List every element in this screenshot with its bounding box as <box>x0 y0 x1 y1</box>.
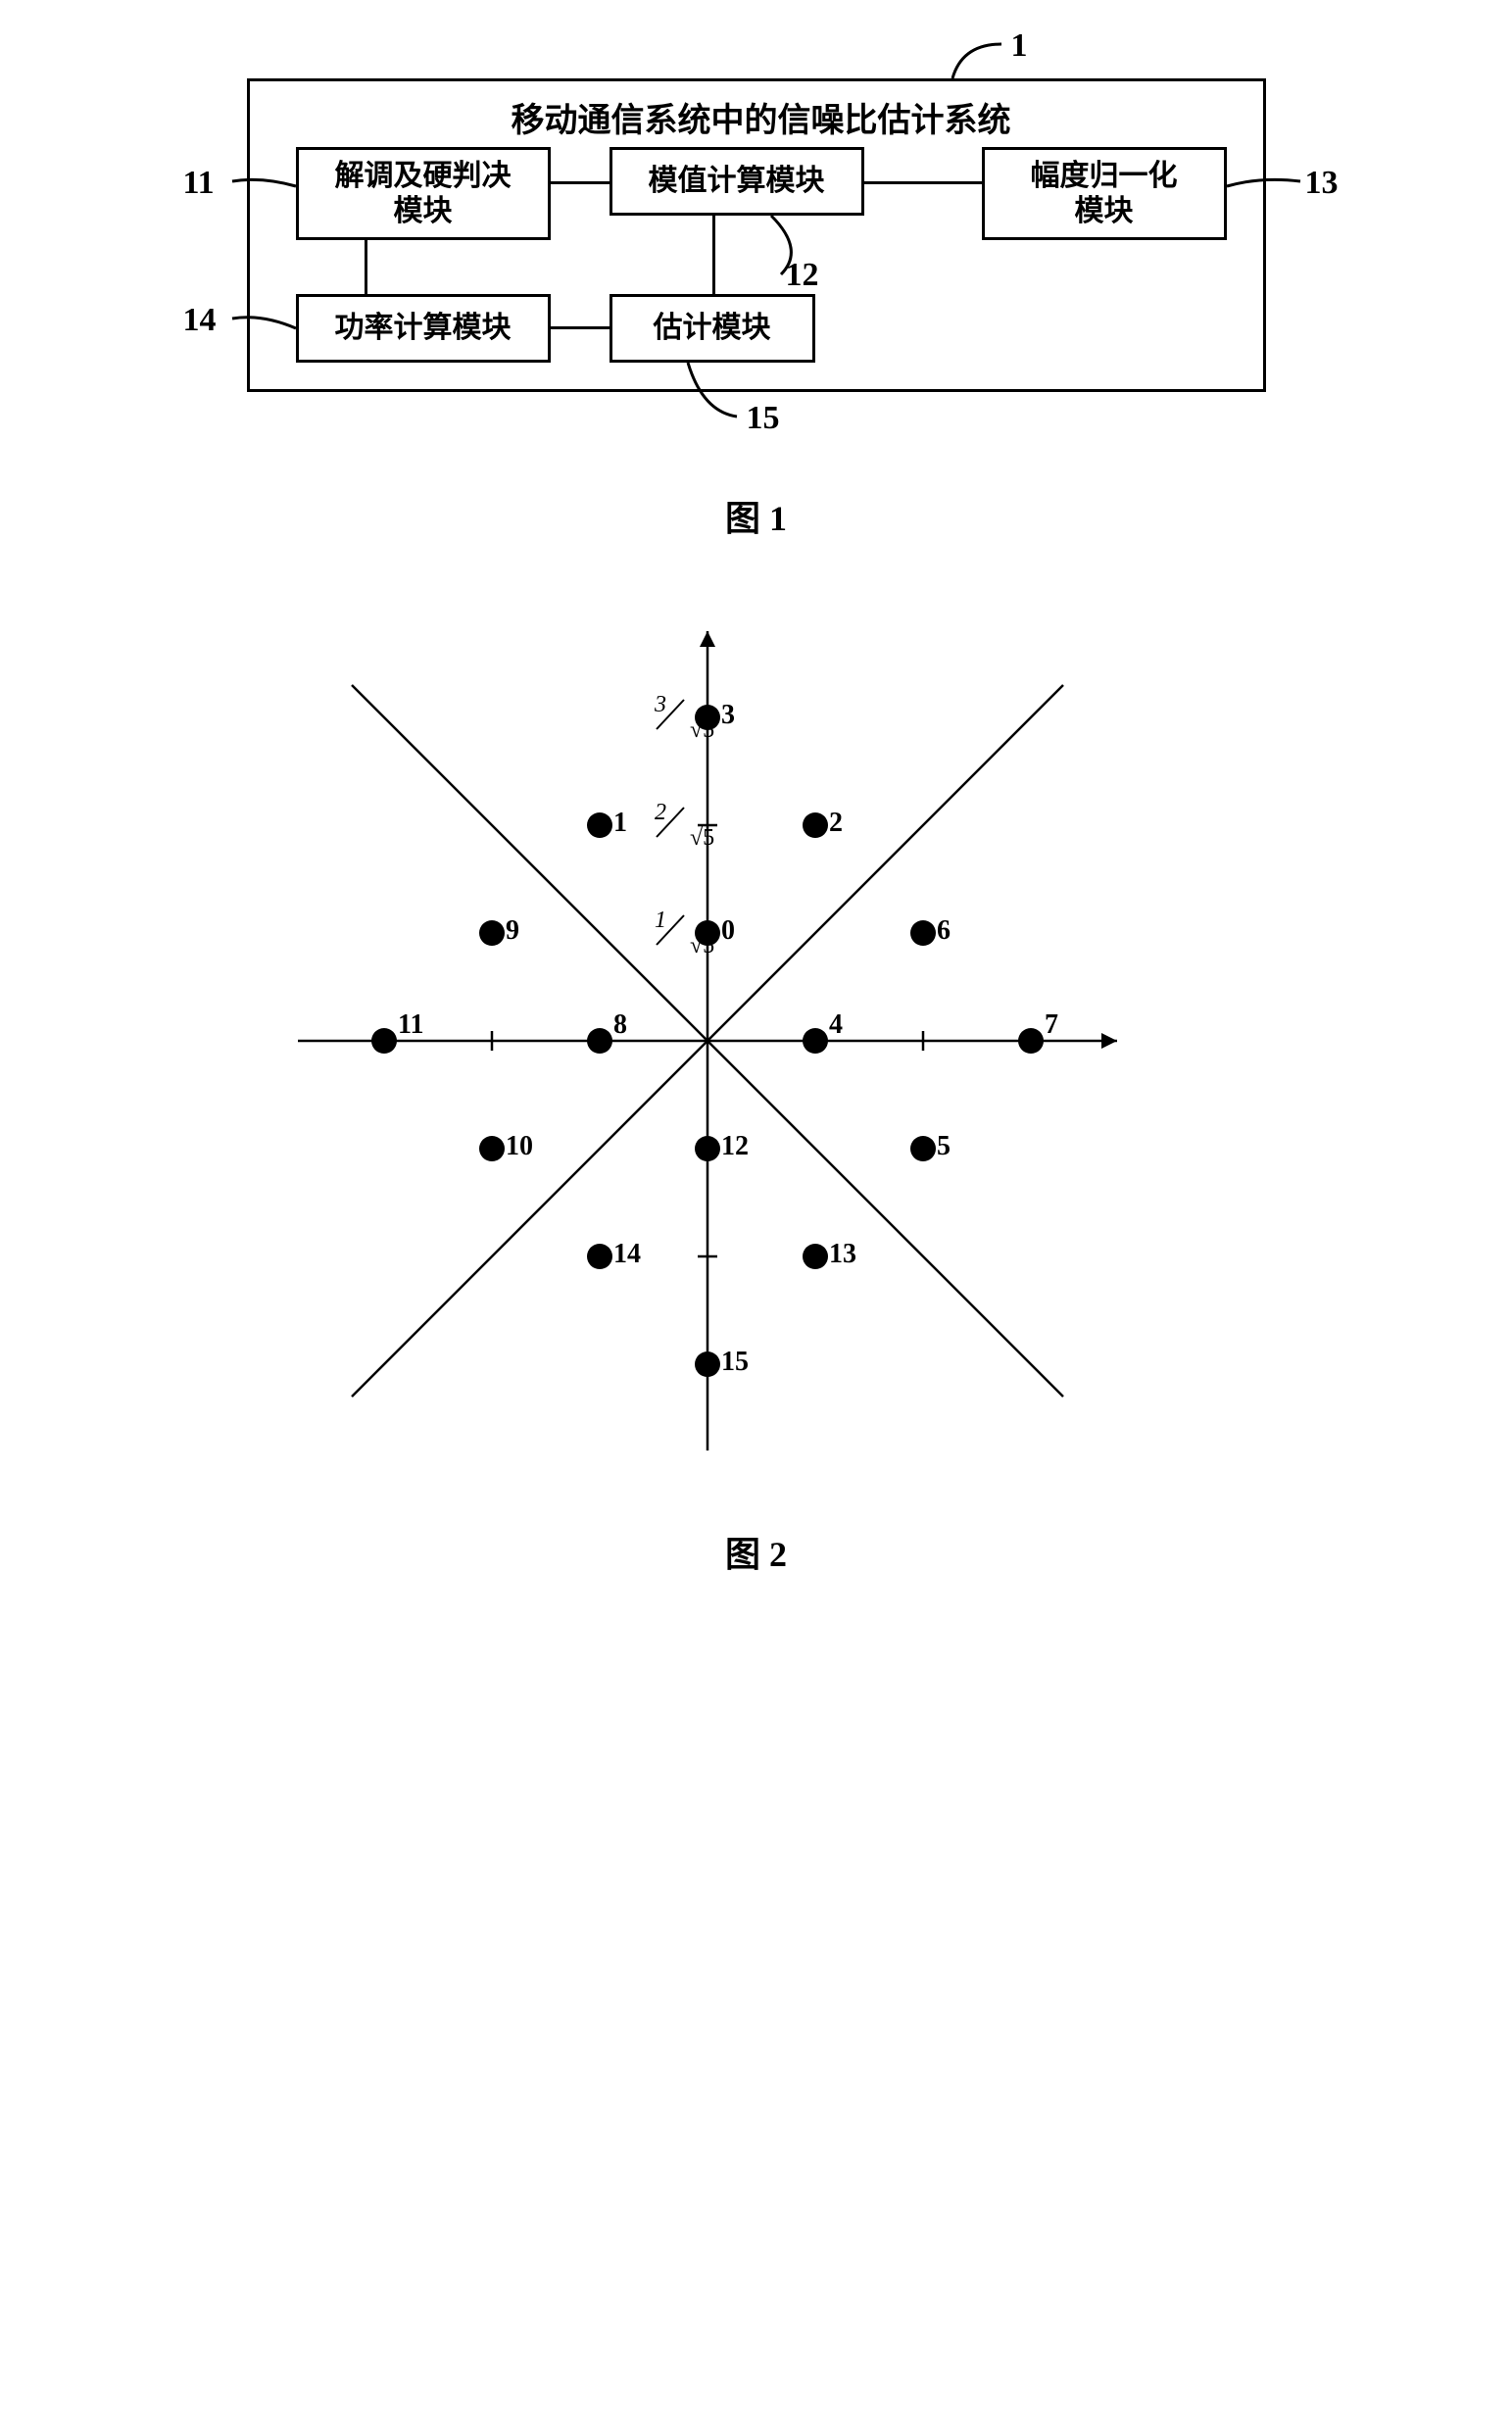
constellation-point-label: 1 <box>613 808 627 838</box>
constellation-point <box>587 1028 612 1054</box>
y-axis-arrow <box>700 631 715 647</box>
constellation-point <box>910 920 936 946</box>
figure-2: 3√52√51√50123456789101112131415 图 2 <box>169 600 1344 1577</box>
ref-mag: 12 <box>786 257 819 294</box>
constellation-point-label: 11 <box>398 1009 423 1040</box>
constellation-point-label: 0 <box>721 915 735 946</box>
y-axis-label-num: 2 <box>655 800 666 825</box>
constellation-point <box>910 1136 936 1161</box>
y-axis-label-num: 3 <box>654 692 666 717</box>
ref-norm: 13 <box>1305 165 1339 202</box>
constellation-point <box>803 1244 828 1269</box>
constellation-point-label: 3 <box>721 700 735 730</box>
constellation-point <box>695 705 720 730</box>
constellation-point-label: 13 <box>829 1239 856 1269</box>
x-axis-arrow <box>1101 1033 1117 1049</box>
constellation-point <box>695 1352 720 1377</box>
y-axis-label-num: 1 <box>655 908 666 933</box>
constellation-point-label: 6 <box>937 915 951 946</box>
box-power: 功率计算模块 <box>296 294 551 363</box>
constellation-point-label: 15 <box>721 1347 749 1377</box>
constellation-point-label: 14 <box>613 1239 641 1269</box>
box-mag: 模值计算模块 <box>610 147 864 216</box>
fig1-caption: 图 1 <box>169 490 1344 541</box>
ref-demod: 11 <box>183 165 215 202</box>
conn-demod-mag <box>551 181 610 184</box>
constellation-point <box>371 1028 397 1054</box>
conn-power-est <box>551 326 610 329</box>
constellation-point-label: 4 <box>829 1009 843 1040</box>
constellation-point <box>695 1136 720 1161</box>
constellation-point-label: 2 <box>829 808 843 838</box>
box-norm: 幅度归一化 模块 <box>982 147 1227 240</box>
constellation-point <box>479 1136 505 1161</box>
constellation-point-label: 12 <box>721 1131 749 1161</box>
system-title: 移动通信系统中的信噪比估计系统 <box>512 93 1011 141</box>
conn-mag-norm <box>864 181 982 184</box>
constellation-point <box>695 920 720 946</box>
constellation-point-label: 9 <box>506 915 519 946</box>
block-diagram: 移动通信系统中的信噪比估计系统 解调及硬判决 模块 模值计算模块 幅度归一化 模… <box>169 39 1344 451</box>
ref-power: 14 <box>183 302 217 339</box>
constellation-diagram: 3√52√51√50123456789101112131415 <box>169 600 1246 1482</box>
fig2-caption: 图 2 <box>169 1526 1344 1577</box>
constellation-point <box>479 920 505 946</box>
figure-1: 移动通信系统中的信噪比估计系统 解调及硬判决 模块 模值计算模块 幅度归一化 模… <box>169 39 1344 541</box>
constellation-point <box>1018 1028 1044 1054</box>
constellation-point <box>803 1028 828 1054</box>
constellation-point-label: 10 <box>506 1131 533 1161</box>
constellation-point <box>587 1244 612 1269</box>
ref-system: 1 <box>1011 27 1028 65</box>
constellation-point <box>587 812 612 838</box>
conn-demod-power <box>365 240 367 294</box>
box-demod: 解调及硬判决 模块 <box>296 147 551 240</box>
conn-mag-est <box>712 216 715 294</box>
constellation-point-label: 5 <box>937 1131 951 1161</box>
constellation-point <box>803 812 828 838</box>
ref-est: 15 <box>747 400 780 437</box>
box-est: 估计模块 <box>610 294 815 363</box>
constellation-point-label: 7 <box>1045 1009 1058 1040</box>
constellation-point-label: 8 <box>613 1009 627 1040</box>
y-axis-label-den: √5 <box>690 825 714 851</box>
